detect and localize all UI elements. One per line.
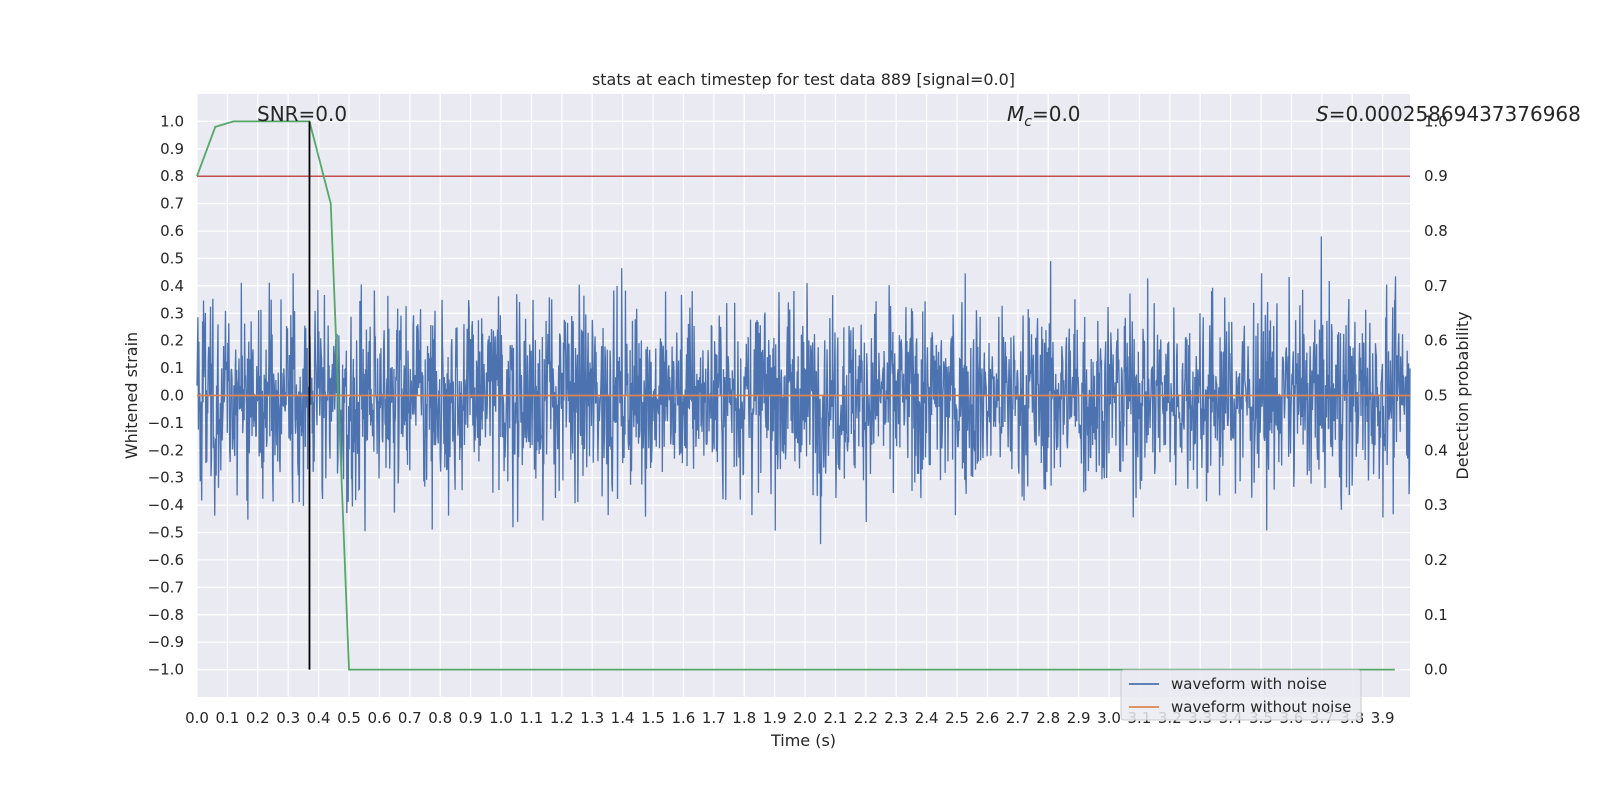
x-tick-label: 2.6 <box>975 709 999 727</box>
x-tick-label: 0.4 <box>307 709 331 727</box>
y-tick-label: −0.3 <box>148 469 184 487</box>
y-tick-label: 0.1 <box>160 359 184 377</box>
y-tick-label: 0.7 <box>160 195 184 213</box>
y-tick-label: −0.6 <box>148 551 184 569</box>
x-tick-label: 0.8 <box>428 709 452 727</box>
y-tick-label: 0.5 <box>160 249 184 267</box>
y2-tick-label: 0.5 <box>1424 387 1448 405</box>
x-tick-label: 1.3 <box>580 709 604 727</box>
y-tick-label: 0.0 <box>160 387 184 405</box>
y-tick-label: −0.5 <box>148 524 184 542</box>
y2-tick-label: 0.8 <box>1424 222 1448 240</box>
waveform-with-noise-line <box>196 236 1411 545</box>
y-tick-label: 0.4 <box>160 277 184 295</box>
s-value: =0.00025869437376968 <box>1329 102 1581 126</box>
x-tick-label: 0.5 <box>337 709 361 727</box>
y2-tick-label: 0.3 <box>1424 496 1448 514</box>
y2-axis-label: Detection probability <box>1453 311 1472 479</box>
s-symbol: S <box>1316 102 1329 126</box>
mc-symbol: M <box>1007 102 1024 126</box>
x-tick-label: 0.6 <box>367 709 391 727</box>
detection-probability-line <box>196 120 1395 671</box>
snr-annotation: SNR=0.0 <box>257 102 347 126</box>
x-tick-label: 1.9 <box>763 709 787 727</box>
y-tick-label: −1.0 <box>148 661 184 679</box>
y-tick-label: 0.9 <box>160 140 184 158</box>
x-tick-label: 2.4 <box>915 709 939 727</box>
chart-marks <box>196 120 1410 671</box>
y-tick-label: 0.6 <box>160 222 184 240</box>
x-tick-label: 1.4 <box>611 709 635 727</box>
x-tick-label: 0.3 <box>276 709 300 727</box>
y2-tick-label: 0.7 <box>1424 277 1448 295</box>
x-tick-label: 0.0 <box>185 709 209 727</box>
chirp-mass-annotation: Mc=0.0 <box>1007 102 1081 130</box>
x-tick-label: 1.6 <box>671 709 695 727</box>
s-annotation: S=0.00025869437376968 <box>1316 102 1581 126</box>
x-tick-label: 1.2 <box>550 709 574 727</box>
x-tick-label: 1.7 <box>702 709 726 727</box>
x-tick-label: 1.8 <box>732 709 756 727</box>
x-tick-label: 2.2 <box>854 709 878 727</box>
x-tick-label: 2.1 <box>823 709 847 727</box>
mc-subscript: c <box>1024 114 1032 130</box>
x-axis-label: Time (s) <box>770 731 836 750</box>
y-tick-label: 0.8 <box>160 167 184 185</box>
x-tick-label: 2.3 <box>884 709 908 727</box>
x-tick-label: 0.2 <box>246 709 270 727</box>
y-tick-label: −0.8 <box>148 606 184 624</box>
y-tick-label: −0.4 <box>148 496 184 514</box>
x-tick-label: 1.0 <box>489 709 513 727</box>
y-tick-label: −0.7 <box>148 578 184 596</box>
y-tick-label: −0.2 <box>148 441 184 459</box>
y2-tick-label: 0.1 <box>1424 606 1448 624</box>
x-tick-label: 3.9 <box>1371 709 1395 727</box>
x-tick-label: 0.1 <box>215 709 239 727</box>
legend: waveform with noise waveform without nois… <box>1120 669 1362 721</box>
x-tick-label: 3.0 <box>1097 709 1121 727</box>
x-tick-label: 1.1 <box>519 709 543 727</box>
y-tick-label: −0.9 <box>148 633 184 651</box>
legend-label: waveform without noise <box>1171 698 1351 716</box>
x-tick-label: 2.0 <box>793 709 817 727</box>
x-tick-label: 0.7 <box>398 709 422 727</box>
x-tick-label: 2.9 <box>1067 709 1091 727</box>
chart-title: stats at each timestep for test data 889… <box>592 70 1015 89</box>
y-tick-label: 1.0 <box>160 112 184 130</box>
x-tick-label: 0.9 <box>459 709 483 727</box>
legend-label: waveform with noise <box>1171 675 1327 693</box>
x-tick-label: 2.8 <box>1036 709 1060 727</box>
mc-value: =0.0 <box>1032 102 1081 126</box>
series-waveform-with-noise <box>196 236 1411 545</box>
y2-tick-label: 0.6 <box>1424 332 1448 350</box>
y-tick-label: 0.2 <box>160 332 184 350</box>
x-tick-label: 2.7 <box>1006 709 1030 727</box>
y2-tick-label: 1.0 <box>1424 112 1448 130</box>
y2-tick-label: 0.0 <box>1424 661 1448 679</box>
y-tick-label: −0.1 <box>148 414 184 432</box>
y2-tick-label: 0.2 <box>1424 551 1448 569</box>
legend-box <box>1120 669 1362 721</box>
y2-tick-label: 0.9 <box>1424 167 1448 185</box>
x-tick-label: 2.5 <box>945 709 969 727</box>
x-tick-label: 1.5 <box>641 709 665 727</box>
y2-tick-label: 0.4 <box>1424 441 1448 459</box>
y-tick-label: 0.3 <box>160 304 184 322</box>
y-axis-label: Whitened strain <box>122 332 141 459</box>
